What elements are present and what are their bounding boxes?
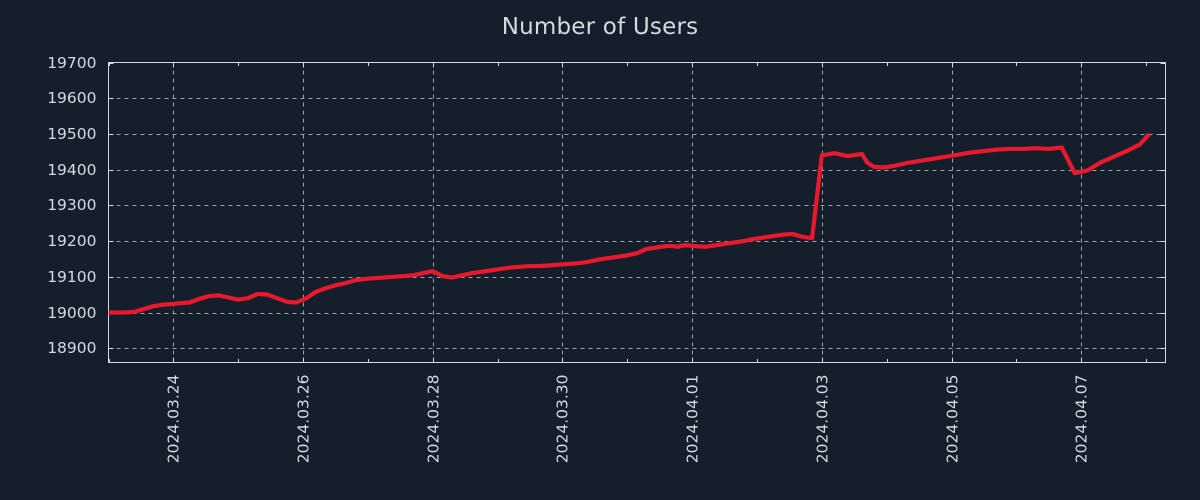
y-tick-label: 19100 (47, 268, 96, 286)
x-tick-label: 2024.04.05 (944, 375, 962, 464)
y-tick-label: 19300 (47, 196, 96, 214)
x-tick-label: 2024.03.24 (165, 375, 183, 464)
y-axis-ticks: 18900 19000 19100 19200 19300 19400 19500 19600… (47, 54, 1166, 357)
y-tick-label: 19500 (47, 125, 96, 143)
x-axis-ticks: 2024.03.24 2024.03.26 2024.03.28 2024.03.30… (108, 62, 1148, 464)
x-tick-label: 2024.03.26 (295, 375, 313, 464)
x-tick-label: 2024.04.03 (814, 375, 832, 464)
plot-frame (107, 61, 1167, 364)
y-tick-label: 19600 (47, 89, 96, 107)
x-tick-label: 2024.04.07 (1073, 375, 1091, 464)
y-tick-label: 19200 (47, 232, 96, 250)
chart-title: Number of Users (501, 14, 699, 40)
x-tick-label: 2024.03.30 (554, 375, 572, 464)
grid-lines (108, 62, 1166, 363)
x-tick-label: 2024.04.01 (684, 375, 702, 464)
x-tick-label: 2024.03.28 (425, 375, 443, 464)
y-tick-label: 19400 (47, 161, 96, 179)
y-tick-label: 18900 (47, 339, 96, 357)
y-tick-label: 19700 (47, 54, 96, 72)
data-series-number-of-users (108, 132, 1151, 315)
y-tick-label: 19000 (47, 304, 96, 322)
